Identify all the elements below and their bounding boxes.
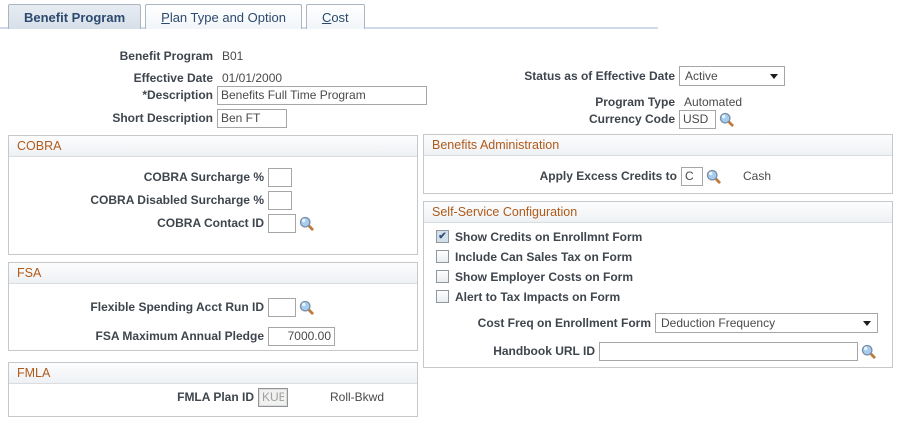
fsa-max-pledge-row: FSA Maximum Annual Pledge bbox=[21, 326, 335, 346]
checkbox-row-show-credits: ✔ Show Credits on Enrollmnt Form bbox=[436, 229, 642, 244]
show-employer-costs-label: Show Employer Costs on Form bbox=[455, 269, 634, 284]
tab-benefit-program[interactable]: Benefit Program bbox=[8, 4, 142, 29]
fmla-plan-id-label: FMLA Plan ID bbox=[177, 390, 254, 404]
handbook-url-row: Handbook URL ID bbox=[436, 341, 876, 361]
handbook-url-input[interactable] bbox=[599, 341, 858, 361]
cobra-contact-id-input[interactable] bbox=[268, 213, 296, 233]
currency-code-row: Currency Code bbox=[430, 109, 734, 129]
cobra-contact-id-row: COBRA Contact ID bbox=[21, 213, 314, 233]
cost-freq-select[interactable]: Deduction Frequency bbox=[655, 313, 878, 333]
handbook-url-label: Handbook URL ID bbox=[493, 344, 595, 358]
fsa-run-id-lookup-icon[interactable] bbox=[299, 300, 314, 315]
cobra-disabled-surcharge-label: COBRA Disabled Surcharge % bbox=[90, 193, 264, 207]
effective-date-label: Effective Date bbox=[133, 71, 213, 85]
effective-date-value: 01/01/2000 bbox=[222, 71, 283, 85]
cobra-disabled-surcharge-input[interactable] bbox=[268, 190, 292, 210]
currency-code-input[interactable] bbox=[679, 109, 716, 129]
description-row: *Description bbox=[8, 85, 427, 105]
benefits-admin-title: Benefits Administration bbox=[424, 135, 892, 156]
tab-label: ost bbox=[331, 9, 349, 25]
effective-date-row: Effective Date 01/01/2000 bbox=[8, 68, 282, 88]
currency-lookup-icon[interactable] bbox=[719, 112, 734, 127]
alert-tax-impacts-label: Alert to Tax Impacts on Form bbox=[455, 289, 621, 304]
status-label: Status as of Effective Date bbox=[524, 69, 675, 83]
description-input[interactable] bbox=[217, 85, 427, 105]
program-type-value: Automated bbox=[684, 95, 743, 109]
fsa-max-pledge-label: FSA Maximum Annual Pledge bbox=[95, 329, 264, 343]
cobra-surcharge-label: COBRA Surcharge % bbox=[143, 170, 264, 184]
dropdown-arrow-icon bbox=[770, 74, 778, 79]
show-employer-costs-checkbox[interactable] bbox=[436, 270, 449, 283]
apply-excess-lookup-icon[interactable] bbox=[706, 169, 721, 184]
show-credits-checkbox[interactable]: ✔ bbox=[436, 230, 449, 243]
tab-label: lan Type and Option bbox=[169, 9, 286, 25]
short-description-row: Short Description bbox=[8, 108, 287, 128]
benefit-program-row: Benefit Program B01 bbox=[8, 46, 244, 66]
cobra-disabled-surcharge-row: COBRA Disabled Surcharge % bbox=[21, 190, 292, 210]
fmla-plan-id-input bbox=[258, 387, 288, 407]
cost-freq-selected-value: Deduction Frequency bbox=[661, 316, 776, 330]
handbook-url-lookup-icon[interactable] bbox=[861, 344, 876, 359]
apply-excess-credits-row: Apply Excess Credits to Cash bbox=[436, 166, 771, 186]
fsa-title: FSA bbox=[9, 263, 417, 284]
short-description-label: Short Description bbox=[112, 111, 213, 125]
fmla-note: Roll-Bkwd bbox=[330, 390, 385, 404]
fsa-run-id-label: Flexible Spending Acct Run ID bbox=[90, 300, 264, 314]
self-service-groupbox: Self-Service Configuration ✔ Show Credit… bbox=[423, 201, 893, 368]
self-service-title: Self-Service Configuration bbox=[424, 202, 892, 223]
fsa-run-id-input[interactable] bbox=[268, 297, 296, 317]
cost-freq-label: Cost Freq on Enrollment Form bbox=[477, 316, 651, 330]
benefits-admin-groupbox: Benefits Administration Apply Excess Cre… bbox=[423, 134, 893, 194]
tab-access-key: C bbox=[321, 9, 332, 25]
dropdown-arrow-icon bbox=[863, 321, 871, 326]
status-selected-value: Active bbox=[685, 69, 718, 83]
fmla-title: FMLA bbox=[9, 363, 417, 384]
short-description-input[interactable] bbox=[217, 108, 287, 128]
apply-excess-credits-description: Cash bbox=[743, 169, 772, 183]
fsa-max-pledge-input[interactable] bbox=[268, 326, 335, 346]
cobra-title: COBRA bbox=[9, 136, 417, 157]
fmla-groupbox: FMLA FMLA Plan ID Roll-Bkwd bbox=[8, 362, 418, 417]
description-label: *Description bbox=[142, 88, 213, 102]
status-row: Status as of Effective Date Active bbox=[430, 66, 785, 86]
alert-tax-impacts-checkbox[interactable] bbox=[436, 290, 449, 303]
cobra-groupbox: COBRA COBRA Surcharge % COBRA Disabled S… bbox=[8, 135, 418, 255]
program-type-label: Program Type bbox=[595, 95, 675, 109]
fsa-groupbox: FSA Flexible Spending Acct Run ID FSA Ma… bbox=[8, 262, 418, 351]
cobra-contact-lookup-icon[interactable] bbox=[299, 216, 314, 231]
fsa-run-id-row: Flexible Spending Acct Run ID bbox=[21, 297, 314, 317]
fmla-plan-id-row: FMLA Plan ID Roll-Bkwd bbox=[21, 387, 384, 407]
benefit-program-value: B01 bbox=[222, 49, 244, 63]
cobra-surcharge-row: COBRA Surcharge % bbox=[21, 167, 292, 187]
program-type-row: Program Type Automated bbox=[430, 92, 742, 112]
checkbox-row-alert-tax-impacts: Alert to Tax Impacts on Form bbox=[436, 289, 620, 304]
cost-freq-row: Cost Freq on Enrollment Form Deduction F… bbox=[436, 313, 878, 333]
show-credits-label: Show Credits on Enrollmnt Form bbox=[455, 229, 643, 244]
cobra-contact-id-label: COBRA Contact ID bbox=[157, 216, 264, 230]
checkbox-row-include-can-sales-tax: Include Can Sales Tax on Form bbox=[436, 249, 632, 264]
currency-code-label: Currency Code bbox=[588, 112, 675, 126]
include-can-sales-tax-label: Include Can Sales Tax on Form bbox=[455, 249, 633, 264]
tab-label: Benefit Program bbox=[24, 9, 126, 25]
cobra-surcharge-input[interactable] bbox=[268, 167, 292, 187]
apply-excess-credits-input[interactable] bbox=[681, 166, 703, 186]
tab-access-key: P bbox=[161, 9, 170, 25]
benefit-program-label: Benefit Program bbox=[119, 49, 213, 63]
checkbox-row-show-employer-costs: Show Employer Costs on Form bbox=[436, 269, 633, 284]
status-select[interactable]: Active bbox=[679, 66, 785, 86]
apply-excess-credits-label: Apply Excess Credits to bbox=[539, 169, 677, 183]
include-can-sales-tax-checkbox[interactable] bbox=[436, 250, 449, 263]
